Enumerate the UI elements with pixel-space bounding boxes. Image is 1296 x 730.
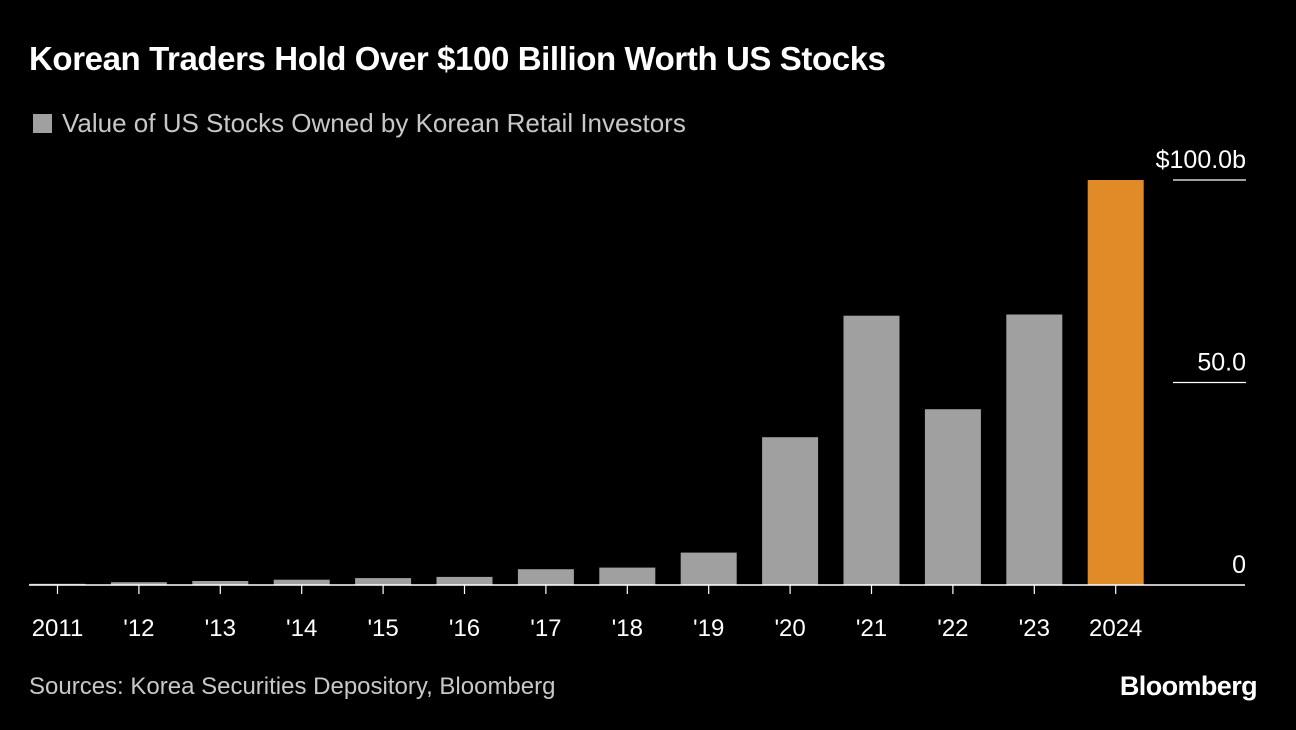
bar (517, 569, 574, 585)
bars-group (29, 180, 1144, 585)
x-tick-label: '17 (530, 615, 561, 642)
bloomberg-logo: Bloomberg (1119, 671, 1258, 701)
bar (599, 567, 656, 585)
x-tick-label: '19 (693, 615, 724, 642)
legend-label: Value of US Stocks Owned by Korean Retai… (62, 107, 686, 138)
x-tick-label: 2011 (32, 615, 84, 642)
bar (192, 581, 249, 585)
bar (762, 437, 819, 585)
bar (273, 579, 330, 585)
legend: Value of US Stocks Owned by Korean Retai… (33, 106, 686, 140)
bar (436, 576, 493, 585)
bar (843, 315, 900, 585)
y-tick-label: $100.0b (1156, 146, 1246, 174)
bar (1087, 180, 1144, 585)
x-tick-label: '23 (1019, 615, 1050, 642)
y-tick-label: 50.0 (1197, 349, 1246, 377)
chart-title: Korean Traders Hold Over $100 Billion Wo… (29, 40, 886, 77)
bar (924, 409, 981, 585)
x-tick-label: '13 (205, 615, 236, 642)
bar (1006, 314, 1063, 585)
bar (355, 578, 412, 585)
x-tick-label: '14 (286, 615, 317, 642)
x-tick-label: '12 (123, 615, 154, 642)
bar (110, 582, 167, 585)
y-tick-label: 0 (1232, 551, 1246, 579)
x-tick-label: '22 (937, 615, 968, 642)
x-tick-label: '16 (449, 615, 480, 642)
x-tick-label: '18 (612, 615, 643, 642)
x-tick-label: '20 (774, 615, 805, 642)
source-note: Sources: Korea Securities Depository, Bl… (29, 673, 556, 700)
x-axis-group: 2011 '12 '13 '14 '15 '16 '17 '18 '19 '20 '21 '22 '23… (29, 584, 1245, 642)
y-axis-group: $100.0b 50.0 0 (1156, 146, 1246, 579)
bar (680, 552, 737, 585)
x-tick-label: 2024 (1089, 615, 1142, 642)
legend-swatch (33, 113, 52, 133)
x-tick-label: '15 (367, 615, 398, 642)
x-tick-label: '21 (856, 615, 887, 642)
